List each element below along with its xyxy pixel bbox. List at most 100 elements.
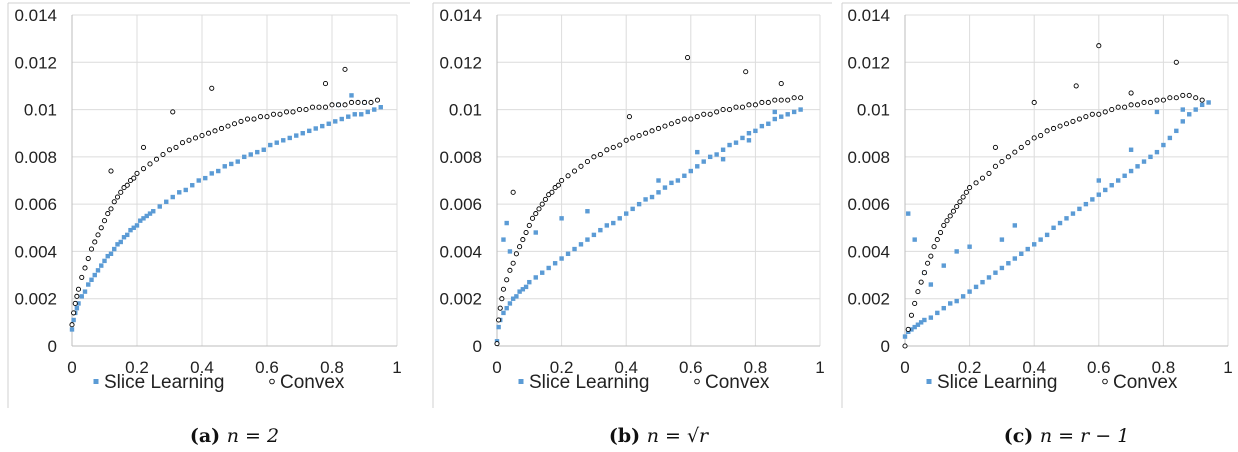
data-point (251, 116, 257, 122)
data-point (597, 151, 603, 158)
data-point (112, 246, 117, 252)
data-point (1206, 100, 1211, 105)
data-point (746, 138, 752, 143)
data-point (1096, 111, 1102, 117)
data-point (973, 180, 979, 186)
data-point (231, 121, 238, 127)
data-point (513, 251, 519, 257)
data-point (909, 327, 914, 332)
data-point (141, 216, 146, 221)
data-point (88, 246, 95, 252)
x-tick-label: 0.2 (125, 358, 149, 377)
data-point (999, 265, 1005, 271)
data-point (102, 258, 107, 264)
data-point (333, 119, 338, 124)
caption-math: n = 2 (227, 425, 279, 447)
data-point (108, 168, 114, 174)
data-point (707, 111, 713, 117)
data-point (906, 211, 911, 216)
data-point (954, 298, 959, 304)
data-point (957, 199, 963, 205)
data-point (205, 130, 212, 136)
y-tick-label: 0.014 (847, 6, 890, 25)
data-point (1012, 256, 1018, 261)
data-point (585, 209, 590, 214)
data-point (348, 99, 355, 106)
data-point (656, 190, 661, 195)
data-point (937, 229, 944, 236)
data-point (630, 206, 635, 212)
data-point (1148, 154, 1153, 160)
data-point (151, 209, 156, 214)
data-point (203, 175, 208, 181)
legend-label: Convex (1113, 372, 1178, 393)
data-point (688, 116, 694, 122)
data-point (92, 272, 97, 278)
y-tick-label: 0.004 (439, 242, 482, 261)
caption-math: n = r − 1 (1040, 425, 1129, 447)
data-point (928, 282, 934, 287)
data-point (1077, 206, 1082, 212)
data-point (131, 175, 137, 181)
data-point (1044, 128, 1050, 134)
data-point (225, 123, 231, 129)
chart-panel-0: 0 0.002 0.004 0.006 0.008 0.01 0.012 0.014 0 0.2 0… (7, 2, 410, 447)
data-point (303, 107, 309, 113)
data-point (1186, 92, 1192, 98)
data-point (1122, 104, 1128, 110)
data-point (980, 279, 985, 285)
data-point (140, 166, 147, 172)
data-point (92, 239, 98, 245)
data-point (772, 116, 777, 122)
data-point (947, 213, 953, 219)
data-point (785, 112, 790, 117)
data-point (496, 317, 502, 323)
data-point (552, 261, 558, 266)
data-point (277, 111, 283, 117)
data-point (294, 133, 299, 138)
data-point (138, 218, 143, 223)
data-point (727, 142, 732, 148)
data-point (494, 341, 500, 347)
data-point (752, 102, 758, 108)
data-point (147, 161, 153, 167)
data-point (1128, 102, 1134, 108)
data-point (636, 201, 642, 207)
y-tick-label: 0.006 (439, 195, 482, 214)
x-tick-label: 1 (392, 358, 401, 377)
data-point (908, 312, 915, 318)
data-point (912, 237, 917, 242)
data-point (147, 211, 153, 216)
data-point (636, 133, 642, 139)
data-point (565, 173, 571, 179)
data-point (1187, 112, 1192, 117)
data-point (617, 142, 623, 148)
y-tick-label: 0.006 (14, 195, 57, 214)
data-point (967, 289, 972, 294)
data-point (572, 246, 577, 252)
data-point (1141, 159, 1147, 164)
data-point (604, 223, 610, 228)
data-point (963, 189, 969, 195)
legend-label: Slice Learning (529, 372, 649, 393)
data-point (342, 66, 348, 72)
data-point (1109, 183, 1114, 188)
y-tick-label: 0.002 (847, 290, 890, 309)
data-point (74, 293, 80, 299)
data-point (115, 242, 120, 247)
data-point (499, 296, 505, 302)
data-point (520, 237, 526, 243)
data-point (778, 81, 784, 87)
data-point (1103, 187, 1108, 193)
data-point (131, 225, 136, 230)
data-point (517, 244, 523, 250)
data-point (99, 263, 104, 268)
data-point (1122, 173, 1127, 178)
data-point (264, 114, 270, 120)
data-point (960, 194, 966, 200)
x-tick-label: 0.6 (1087, 358, 1111, 377)
data-point (986, 170, 992, 176)
x-tick-label: 0.8 (744, 358, 768, 377)
data-point (1096, 178, 1101, 183)
data-point (1096, 192, 1101, 197)
